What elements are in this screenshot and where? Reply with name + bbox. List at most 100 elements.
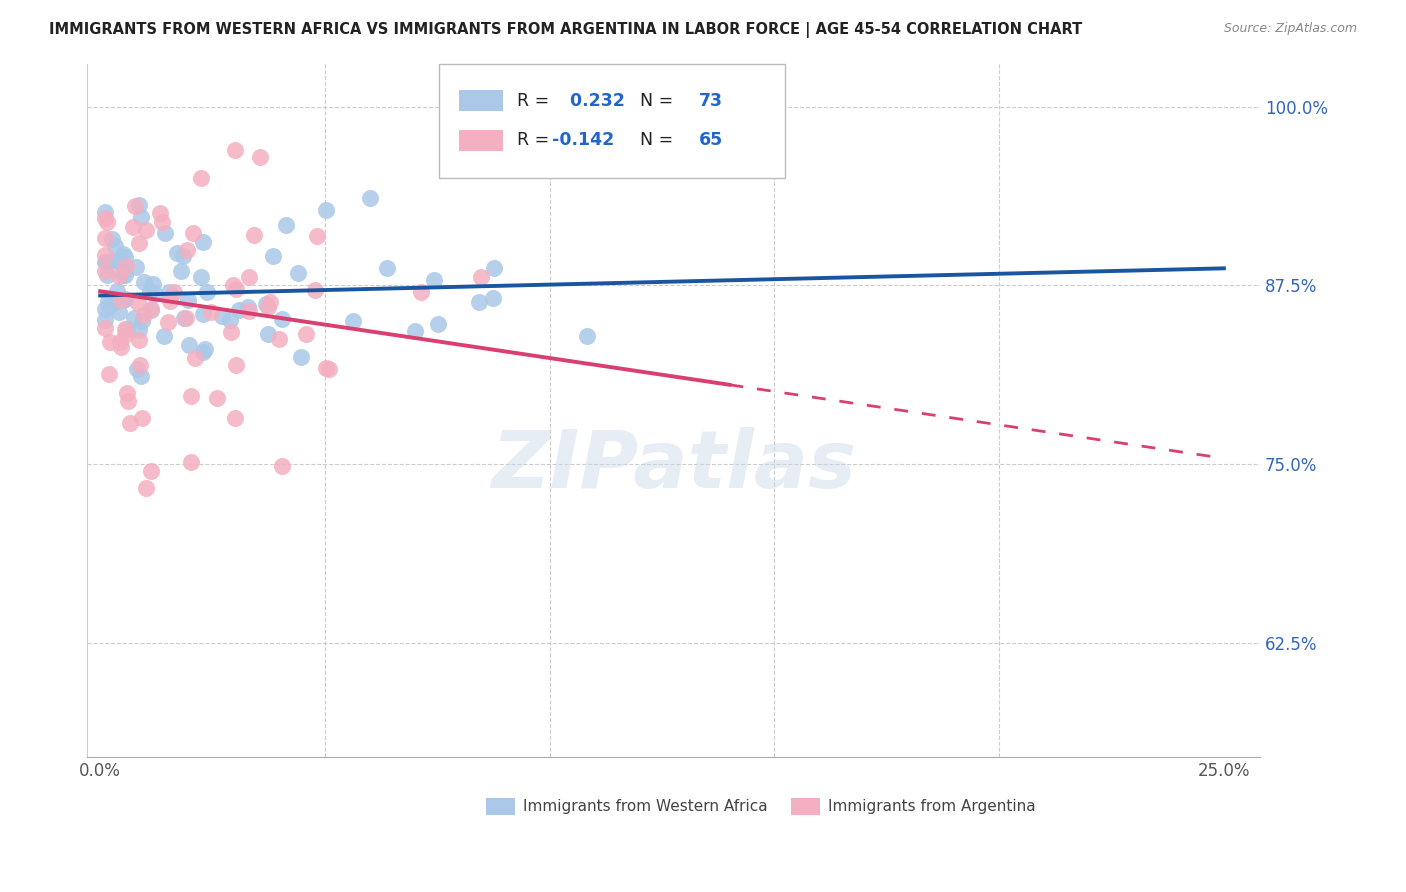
Point xyxy=(242,227,264,242)
Text: ZIPatlas: ZIPatlas xyxy=(491,427,856,505)
Point xyxy=(128,323,150,337)
Point xyxy=(359,191,381,205)
Point xyxy=(274,218,297,232)
Point xyxy=(195,285,218,300)
Text: R =: R = xyxy=(517,131,555,149)
Point xyxy=(114,322,136,336)
Point xyxy=(97,299,120,313)
Point xyxy=(470,270,492,285)
Point xyxy=(141,303,163,318)
Point xyxy=(225,282,247,296)
Point xyxy=(163,285,186,299)
Point xyxy=(482,260,505,275)
Bar xyxy=(458,90,503,112)
Bar xyxy=(458,130,503,151)
Point xyxy=(114,292,136,306)
Point xyxy=(290,351,312,365)
Point xyxy=(576,328,599,343)
Point xyxy=(94,231,117,245)
Point xyxy=(93,204,115,219)
Point xyxy=(224,411,246,425)
Point xyxy=(211,309,233,323)
Point xyxy=(122,311,145,326)
Point xyxy=(142,277,165,291)
Point xyxy=(262,249,284,263)
Point xyxy=(173,311,195,326)
Point xyxy=(94,313,117,327)
Point xyxy=(176,243,198,257)
Point xyxy=(150,215,173,229)
Point xyxy=(236,300,259,314)
Point xyxy=(170,264,193,278)
Point xyxy=(180,389,202,403)
Text: IMMIGRANTS FROM WESTERN AFRICA VS IMMIGRANTS FROM ARGENTINA IN LABOR FORCE | AGE: IMMIGRANTS FROM WESTERN AFRICA VS IMMIGR… xyxy=(49,22,1083,38)
Point xyxy=(108,304,131,318)
Point xyxy=(93,255,115,269)
Point xyxy=(183,351,205,366)
Text: -0.142: -0.142 xyxy=(553,131,614,149)
Point xyxy=(318,361,340,376)
Point xyxy=(191,345,214,359)
Point xyxy=(128,198,150,212)
Point xyxy=(174,311,197,326)
Point xyxy=(115,259,138,273)
Point xyxy=(157,315,180,329)
Point xyxy=(94,255,117,269)
Point xyxy=(342,314,364,328)
Point xyxy=(127,362,149,376)
Point xyxy=(112,247,135,261)
Point xyxy=(315,202,337,217)
Point xyxy=(93,302,115,317)
Point xyxy=(114,268,136,282)
Point xyxy=(114,328,136,343)
Point xyxy=(108,269,131,284)
Point xyxy=(181,226,204,240)
Point xyxy=(111,268,134,283)
Text: 73: 73 xyxy=(699,92,723,110)
Text: R =: R = xyxy=(517,92,555,110)
Point xyxy=(304,283,326,297)
Point xyxy=(259,295,281,310)
Point xyxy=(218,312,240,326)
Point xyxy=(468,294,491,309)
Point xyxy=(110,340,132,354)
Point xyxy=(121,220,143,235)
Point xyxy=(96,215,118,229)
Point xyxy=(190,270,212,285)
Point xyxy=(267,332,290,346)
Point xyxy=(127,296,149,310)
Point xyxy=(404,324,426,338)
Point xyxy=(104,239,127,253)
Point xyxy=(219,325,242,339)
Point xyxy=(155,226,177,240)
Point xyxy=(238,304,260,318)
Point xyxy=(132,308,155,322)
Bar xyxy=(485,798,515,815)
Point xyxy=(100,334,122,349)
Point xyxy=(191,307,214,321)
Point xyxy=(108,253,131,268)
Point xyxy=(105,284,128,298)
Point xyxy=(180,455,202,469)
Point xyxy=(228,302,250,317)
Point xyxy=(135,482,157,496)
Point xyxy=(152,328,174,343)
Point xyxy=(120,416,142,430)
Point xyxy=(225,358,247,372)
Point xyxy=(139,302,162,317)
Point xyxy=(93,211,115,225)
Point xyxy=(117,386,139,401)
Point xyxy=(139,464,162,478)
Point xyxy=(257,327,280,342)
Point xyxy=(128,333,150,347)
Point xyxy=(93,263,115,277)
Point xyxy=(96,268,118,283)
Point xyxy=(131,411,153,425)
Point xyxy=(305,229,328,244)
Point xyxy=(110,334,132,349)
Point xyxy=(114,250,136,264)
Point xyxy=(149,206,172,220)
Point xyxy=(200,304,222,318)
Point xyxy=(315,360,337,375)
Point xyxy=(427,317,450,331)
